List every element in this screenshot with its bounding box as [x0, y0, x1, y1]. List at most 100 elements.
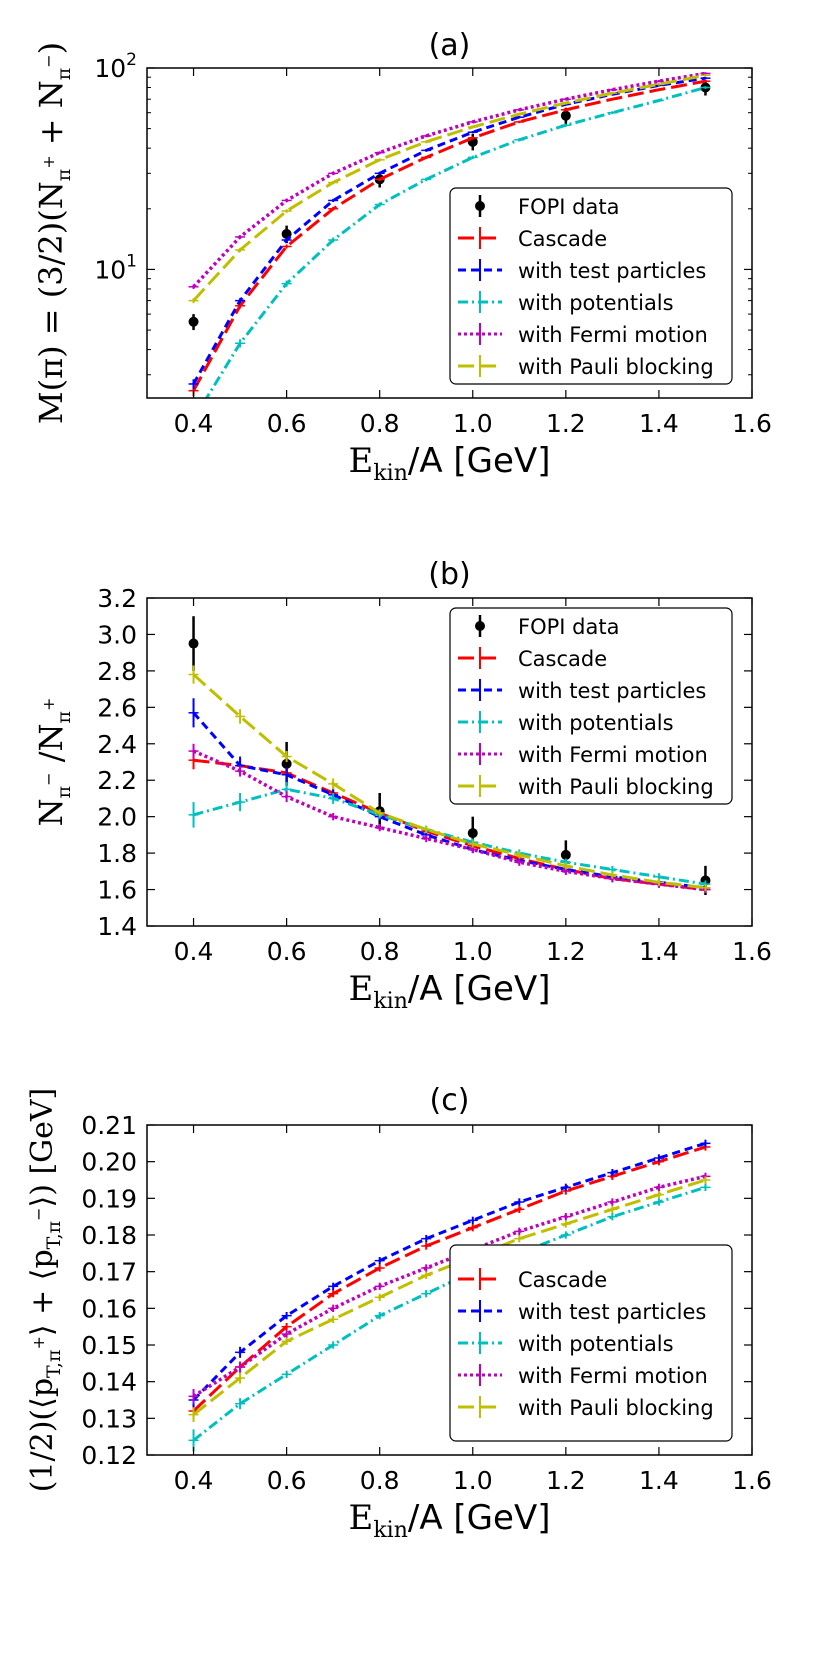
y-tick-label: 2.2 [97, 766, 137, 795]
series-line-fermi [192, 71, 706, 288]
legend-item-cascade: Cascade [458, 647, 607, 671]
y-tick-label: 102 [94, 50, 137, 83]
data-point [281, 758, 292, 769]
y-axis-label: M(π) = (3/2)(Nπ+ + Nπ−) [32, 42, 75, 424]
y-tick-label: 2.8 [97, 657, 137, 686]
ylabel-sub: π [53, 68, 75, 81]
legend-label: with potentials [518, 291, 674, 315]
axes-frame [146, 1124, 753, 1456]
legend-item-pot: with potentials [458, 711, 674, 735]
legend-label: with Pauli blocking [518, 1396, 714, 1420]
legend-item-test: with test particles [458, 679, 706, 703]
legend-item-fopi: FOPI data [475, 615, 619, 639]
legend-label: Cascade [518, 647, 607, 671]
panel-title: (c) [430, 1083, 470, 1118]
ylabel-part: (1/2)(⟨p [25, 1378, 60, 1492]
y-tick-label: 0.13 [81, 1404, 137, 1433]
legend-label: Cascade [518, 227, 607, 251]
legend-marker [475, 621, 485, 631]
plot-area [188, 616, 711, 896]
legend-item-cascade: Cascade [458, 1268, 607, 1292]
panel-title: (b) [428, 557, 470, 592]
y-tick-label: 0.17 [81, 1258, 137, 1287]
legend-label: with potentials [518, 711, 674, 735]
y-axis-label: Nπ− /Nπ+ [32, 698, 75, 827]
y-tick-label: 0.19 [81, 1184, 137, 1213]
x-tick-label: 1.6 [732, 1466, 772, 1495]
y-tick-label: 1.8 [97, 839, 137, 868]
x-tick-label: 0.4 [174, 409, 214, 438]
xlabel-tail: /A [GeV] [408, 441, 551, 481]
y-tick-label: 2.6 [97, 693, 137, 722]
xlabel-tail: /A [GeV] [408, 1498, 551, 1538]
legend-item-pauli: with Pauli blocking [458, 1396, 714, 1420]
x-axis-label: Ekin/A [GeV] [349, 1498, 551, 1543]
x-tick-label: 0.6 [267, 409, 307, 438]
ylabel-sub: π [53, 169, 75, 182]
legend-label: with potentials [518, 1332, 674, 1356]
y-tick-label: 2.4 [97, 730, 137, 759]
ylabel-sup: + [39, 698, 58, 711]
data-point [188, 638, 199, 649]
legend-marker [475, 201, 485, 211]
xlabel-main: E [349, 441, 374, 481]
legend: FOPI data Cascade with test particles with … [449, 607, 733, 805]
y-tick-label: 0.21 [81, 1111, 137, 1140]
xlabel-tail: /A [GeV] [408, 969, 551, 1009]
ylabel-sup: − [39, 54, 58, 67]
xlabel-sub: kin [373, 989, 408, 1014]
x-tick-label: 0.4 [174, 1466, 214, 1495]
legend: FOPI data Cascade with test particles with … [449, 187, 733, 385]
legend-item-pot: with potentials [458, 291, 674, 315]
x-axis-label: Ekin/A [GeV] [349, 969, 551, 1014]
legend-item-fermi: with Fermi motion [458, 323, 708, 347]
tick-base: 10 [94, 255, 126, 284]
panel-c: (c) 0.4 0.6 0.8 1.0 1.2 1.4 1.6 0.12 0.13 0.14 0.15… [25, 1083, 772, 1543]
legend-label: with Pauli blocking [518, 355, 714, 379]
legend: Cascade with test particles with potential… [449, 1244, 733, 1442]
legend-item-fermi: with Fermi motion [458, 743, 708, 767]
x-tick-label: 1.0 [453, 1466, 493, 1495]
legend-box [449, 187, 733, 385]
legend-label: with test particles [518, 259, 706, 283]
ylabel-sub: T,π [43, 1221, 65, 1249]
series-line-pot [204, 86, 706, 398]
legend-label: FOPI data [518, 615, 619, 639]
y-tick-label: 0.12 [81, 1441, 137, 1470]
legend-label: with Fermi motion [518, 1364, 708, 1388]
tick-exponent: 1 [126, 251, 137, 271]
x-tick-label: 1.4 [639, 937, 679, 966]
y-tick-label: 0.16 [81, 1294, 137, 1323]
x-tick-label: 1.2 [546, 409, 586, 438]
x-tick-label: 0.6 [267, 937, 307, 966]
series-fermi [188, 743, 711, 894]
x-tick-label: 1.6 [732, 409, 772, 438]
series-line-fermi [192, 1174, 706, 1398]
legend-label: with test particles [518, 1300, 706, 1324]
ylabel-sup: + [29, 1336, 48, 1349]
ylabel-sup: − [39, 772, 58, 785]
axes-frame [146, 597, 753, 927]
x-axis-label: Ekin/A [GeV] [349, 441, 551, 486]
xlabel-sub: kin [373, 1518, 408, 1543]
x-tick-label: 1.2 [546, 937, 586, 966]
series-line-cascade [192, 1145, 706, 1413]
y-tick-label: 101 [94, 251, 137, 284]
series-pauli [188, 665, 711, 892]
ylabel-sub: T,π [43, 1350, 65, 1378]
x-tick-label: 1.0 [453, 409, 493, 438]
legend-item-test: with test particles [458, 1300, 706, 1324]
series-fermi [188, 71, 711, 289]
ylabel-part: ⟩) [GeV] [25, 1088, 60, 1208]
legend-item-cascade: Cascade [458, 227, 607, 251]
panel-title: (a) [429, 28, 471, 63]
series-line-cascade [193, 758, 706, 892]
ylabel-part: ) [32, 42, 70, 54]
legend-item-pauli: with Pauli blocking [458, 775, 714, 799]
tick-base: 10 [94, 54, 126, 83]
legend-label: with Fermi motion [518, 743, 708, 767]
x-tick-label: 0.8 [360, 1466, 400, 1495]
ylabel-part: ⟩ + ⟨p [25, 1249, 60, 1336]
